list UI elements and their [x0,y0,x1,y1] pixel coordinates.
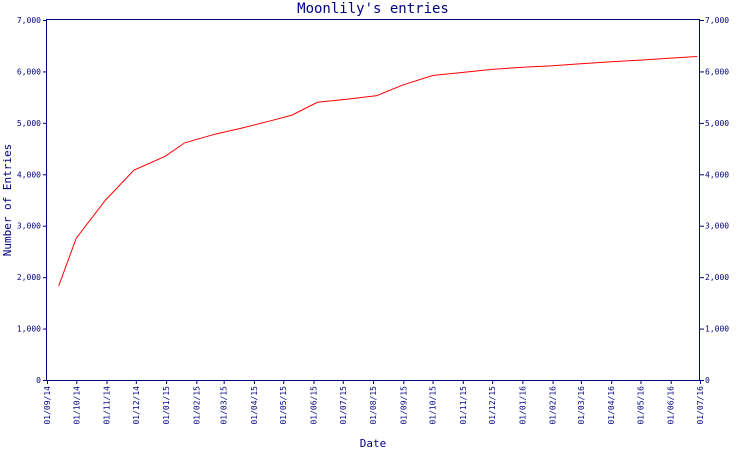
y-tick-label-right: 6,000 [705,67,729,76]
x-tick-label: 01/12/15 [488,386,497,425]
y-tick-label-left: 2,000 [17,273,41,282]
y-tick-label-left: 0 [36,376,41,385]
x-tick-label: 01/03/16 [577,386,586,425]
x-tick-label: 01/12/14 [132,386,141,425]
x-tick-label: 01/05/15 [279,386,288,425]
y-tick-label-right: 4,000 [705,170,729,179]
y-tick-label-left: 5,000 [17,119,41,128]
x-tick-label: 01/03/15 [220,386,229,425]
y-tick-label-left: 4,000 [17,170,41,179]
chart-title: Moonlily's entries [297,1,449,17]
y-axis-label: Number of Entries [1,144,14,257]
x-tick-label: 01/02/15 [192,386,201,425]
y-tick-label-right: 5,000 [705,119,729,128]
x-axis-label: Date [360,437,387,450]
y-axis-right: 0 1,000 2,000 3,000 4,000 5,000 6,000 7,000 [700,16,729,385]
x-tick-label: 01/01/15 [162,386,171,425]
y-tick-label-left: 7,000 [17,16,41,25]
x-tick-label: 01/08/15 [369,386,378,425]
y-tick-label-right: 0 [705,376,710,385]
x-tick-label: 01/11/14 [103,386,112,425]
y-tick-label-left: 6,000 [17,67,41,76]
series-line [58,56,698,287]
series-layer [58,56,698,287]
x-tick-label: 01/09/15 [399,386,408,425]
y-tick-label-left: 1,000 [17,325,41,334]
x-tick-label: 01/04/15 [250,386,259,425]
x-tick-label: 01/10/14 [72,386,81,425]
x-tick-label: 01/09/14 [43,386,52,425]
x-tick-label: 01/11/15 [459,386,468,425]
y-tick-label-left: 3,000 [17,222,41,231]
x-tick-label: 01/06/15 [309,386,318,425]
x-tick-label: 01/04/16 [607,386,616,425]
x-tick-label: 01/02/16 [549,386,558,425]
x-tick-label: 01/06/16 [667,386,676,425]
y-axis-left: 0 1,000 2,000 3,000 4,000 5,000 6,000 7,000 [17,16,47,385]
plot-frame [46,19,700,381]
y-tick-label-right: 1,000 [705,325,729,334]
y-tick-label-right: 7,000 [705,16,729,25]
y-tick-label-right: 3,000 [705,222,729,231]
x-tick-label: 01/07/16 [696,386,705,425]
x-tick-label: 01/10/15 [429,386,438,425]
x-axis: 01/09/14 01/10/14 01/11/14 01/12/14 01/01/15… [43,380,705,425]
x-tick-label: 01/01/16 [518,386,527,425]
y-tick-label-right: 2,000 [705,273,729,282]
x-tick-label: 01/05/16 [636,386,645,425]
x-tick-label: 01/07/15 [339,386,348,425]
